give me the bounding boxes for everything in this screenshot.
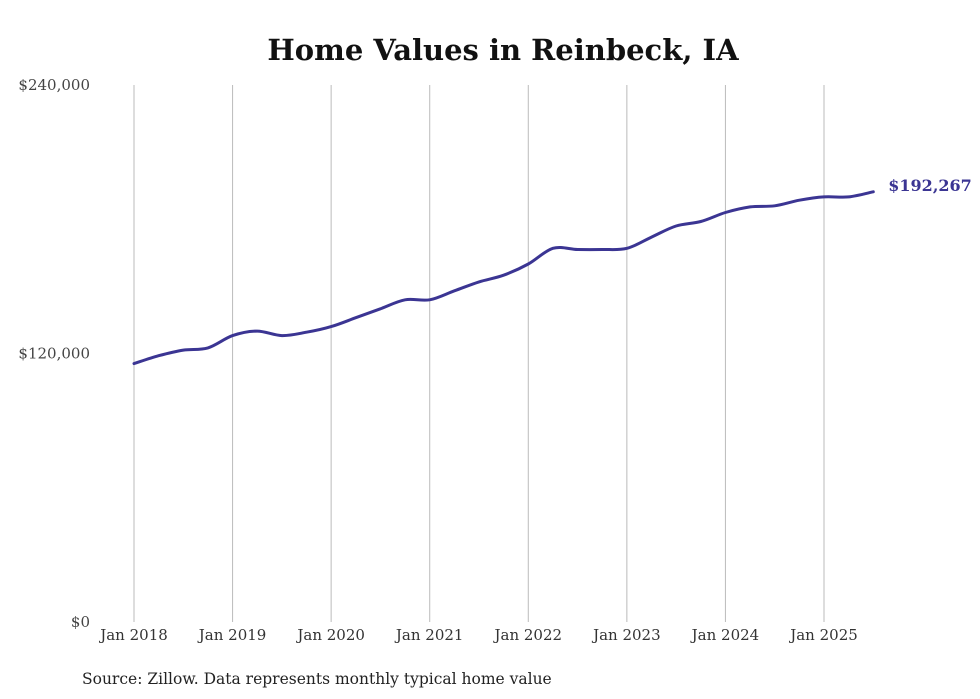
- home-value-line: [132, 190, 875, 366]
- y-tick-label: $120,000: [18, 345, 90, 363]
- end-value-label: $192,267: [888, 176, 972, 195]
- x-tick-label: Jan 2024: [690, 626, 760, 644]
- x-axis-ticks: Jan 2018 Jan 2019 Jan 2020 Jan 2021 Jan 2022…: [98, 626, 858, 644]
- x-tick-label: Jan 2022: [493, 626, 563, 644]
- chart-title: Home Values in Reinbeck, IA: [267, 33, 739, 67]
- y-axis-ticks: $0 $120,000 $240,000: [18, 76, 90, 631]
- x-tick-label: Jan 2018: [98, 626, 168, 644]
- x-tick-label: Jan 2023: [591, 626, 661, 644]
- x-tick-label: Jan 2019: [197, 626, 267, 644]
- y-tick-label: $0: [71, 613, 90, 631]
- x-tick-label: Jan 2025: [788, 626, 858, 644]
- x-tick-label: Jan 2020: [295, 626, 365, 644]
- source-note: Source: Zillow. Data represents monthly …: [82, 670, 552, 688]
- x-tick-label: Jan 2021: [394, 626, 464, 644]
- grid-lines: [133, 85, 825, 622]
- y-tick-label: $240,000: [18, 76, 90, 94]
